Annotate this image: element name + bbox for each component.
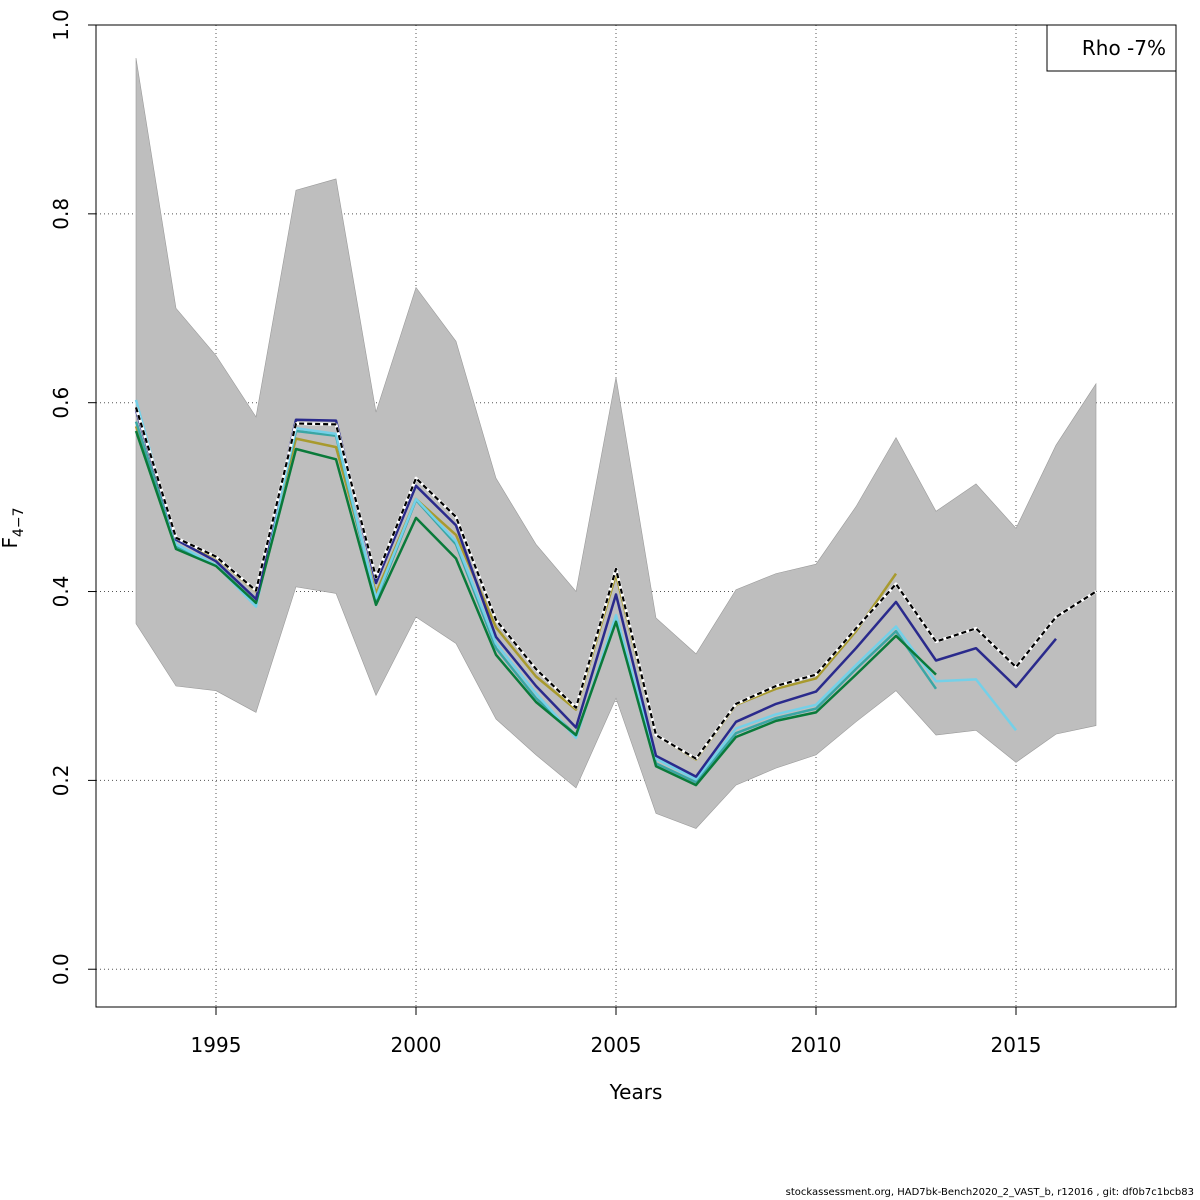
x-tick-label: 2010 (791, 1033, 842, 1057)
x-tick-label: 2015 (991, 1033, 1042, 1057)
legend-box (1046, 24, 1177, 72)
legend-text: Rho -7% (1082, 36, 1166, 60)
series-lines (134, 399, 1097, 787)
x-tick-label: 1995 (191, 1033, 242, 1057)
y-tick-label: 0.0 (49, 953, 73, 985)
series-line-6 (134, 407, 1097, 760)
y-tick-label: 0.8 (49, 198, 73, 230)
plot-frame (95, 24, 1177, 1008)
y-tick-label: 0.2 (49, 764, 73, 796)
footer-caption: stockassessment.org, HAD7bk-Bench2020_2_… (785, 1187, 1194, 1198)
y-axis-title-main: F (0, 537, 22, 549)
series-line-3 (134, 399, 1017, 781)
y-axis-title: F4−7 (0, 507, 27, 548)
y-tick-label: 0.4 (49, 576, 73, 608)
confidence-band (135, 57, 1097, 829)
x-axis: 1995 2000 2005 2010 2015 (191, 1007, 1042, 1057)
series-line-4 (134, 430, 937, 787)
y-tick-label: 1.0 (49, 9, 73, 41)
x-axis-title: Years (609, 1080, 663, 1104)
x-tick-label: 2000 (391, 1033, 442, 1057)
svg-text:F4−7: F4−7 (0, 507, 27, 548)
legend: Rho -7% (1046, 24, 1177, 72)
y-tick-label: 0.6 (49, 387, 73, 419)
y-axis: 0.0 0.2 0.4 0.6 0.8 1.0 (49, 9, 96, 985)
x-tick-label: 2005 (591, 1033, 642, 1057)
y-axis-title-subscript: 4−7 (11, 507, 27, 537)
